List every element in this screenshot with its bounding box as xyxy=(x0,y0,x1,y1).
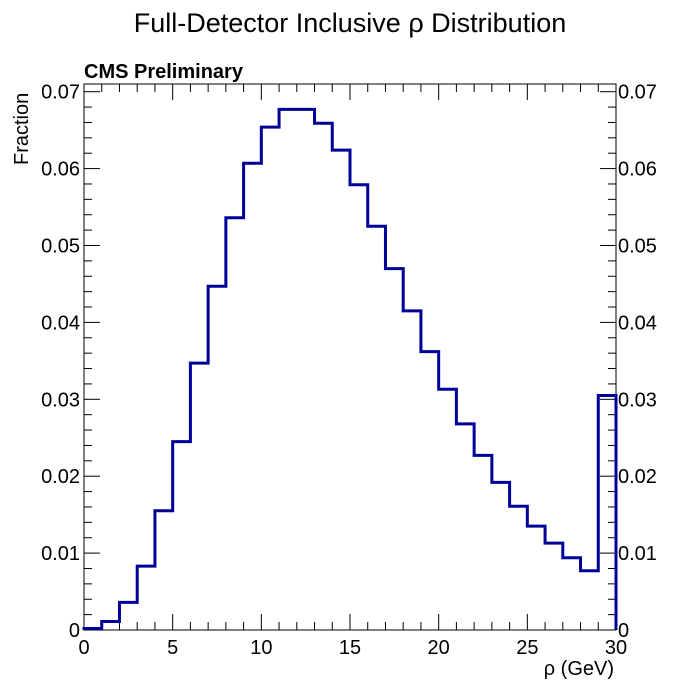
histogram-bin xyxy=(421,352,439,630)
histogram-bin xyxy=(456,424,474,630)
x-tick-label: 20 xyxy=(428,637,450,659)
histogram-bin xyxy=(527,526,545,630)
y-tick-label-left: 0 xyxy=(69,620,80,642)
histogram-bin xyxy=(261,127,279,630)
histogram-bin xyxy=(244,163,262,630)
histogram-bin xyxy=(332,150,350,630)
y-tick-label-left: 0.05 xyxy=(41,235,80,257)
y-tick-label-right: 0.06 xyxy=(618,159,657,181)
histogram-bin xyxy=(190,363,208,630)
tick-marks xyxy=(83,84,617,631)
histogram-bin xyxy=(119,602,137,630)
histogram-bin xyxy=(315,123,333,630)
histogram-bin xyxy=(173,442,191,630)
histogram-bin xyxy=(155,511,173,630)
x-axis-label: ρ (GeV) xyxy=(544,658,614,680)
histogram-bin xyxy=(385,269,403,630)
y-tick-label-left: 0.01 xyxy=(41,543,80,565)
x-tick-label: 15 xyxy=(339,637,361,659)
histogram-bin xyxy=(563,558,581,630)
histogram-bin xyxy=(545,543,563,630)
tick-labels: 0 5 10 15 20 25 300 00.01 0.010.02 0.020.03 0.030.… xyxy=(41,82,657,659)
histogram-bin xyxy=(297,109,315,630)
histogram-bin xyxy=(598,395,616,630)
x-tick-label: 10 xyxy=(250,637,272,659)
histogram-bin xyxy=(581,571,599,630)
cms-preliminary-label: CMS Preliminary xyxy=(84,61,244,83)
x-tick-label: 5 xyxy=(167,637,178,659)
y-tick-label-right: 0.03 xyxy=(618,389,657,411)
histogram-bin xyxy=(474,455,492,630)
y-tick-label-left: 0.02 xyxy=(41,466,80,488)
histogram-bin xyxy=(510,506,528,630)
chart-title: Full-Detector Inclusive ρ Distribution xyxy=(134,8,567,38)
histogram-bin xyxy=(350,185,368,630)
histogram-bin xyxy=(279,109,297,630)
y-tick-label-right: 0.05 xyxy=(618,235,657,257)
y-tick-label-right: 0 xyxy=(618,620,629,642)
histogram-bin xyxy=(368,226,386,630)
histogram-bin xyxy=(208,286,226,630)
y-tick-label-left: 0.04 xyxy=(41,312,80,334)
y-axis-label: Fraction xyxy=(11,93,33,165)
x-tick-label: 30 xyxy=(605,637,627,659)
histogram-bin xyxy=(403,311,421,630)
histogram-bin xyxy=(492,482,510,630)
histogram-bin xyxy=(439,389,457,630)
y-tick-label-right: 0.01 xyxy=(618,543,657,565)
y-tick-label-left: 0.07 xyxy=(41,82,80,104)
y-tick-label-right: 0.04 xyxy=(618,312,657,334)
y-tick-label-right: 0.07 xyxy=(618,82,657,104)
y-tick-label-left: 0.06 xyxy=(41,159,80,181)
histogram-bins xyxy=(84,109,616,630)
x-tick-label: 0 xyxy=(78,637,89,659)
histogram-bin xyxy=(137,566,155,630)
y-tick-label-left: 0.03 xyxy=(41,389,80,411)
histogram-outline xyxy=(82,107,618,630)
x-tick-label: 25 xyxy=(516,637,538,659)
histogram-bin xyxy=(226,218,244,630)
y-tick-label-right: 0.02 xyxy=(618,466,657,488)
